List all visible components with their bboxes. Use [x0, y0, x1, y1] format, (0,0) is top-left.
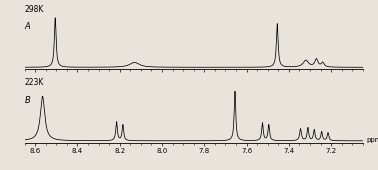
Text: ppm: ppm [366, 137, 378, 143]
Text: A: A [25, 22, 30, 31]
Text: B: B [25, 96, 30, 105]
Text: 223K: 223K [25, 79, 44, 88]
Text: 298K: 298K [25, 5, 44, 14]
